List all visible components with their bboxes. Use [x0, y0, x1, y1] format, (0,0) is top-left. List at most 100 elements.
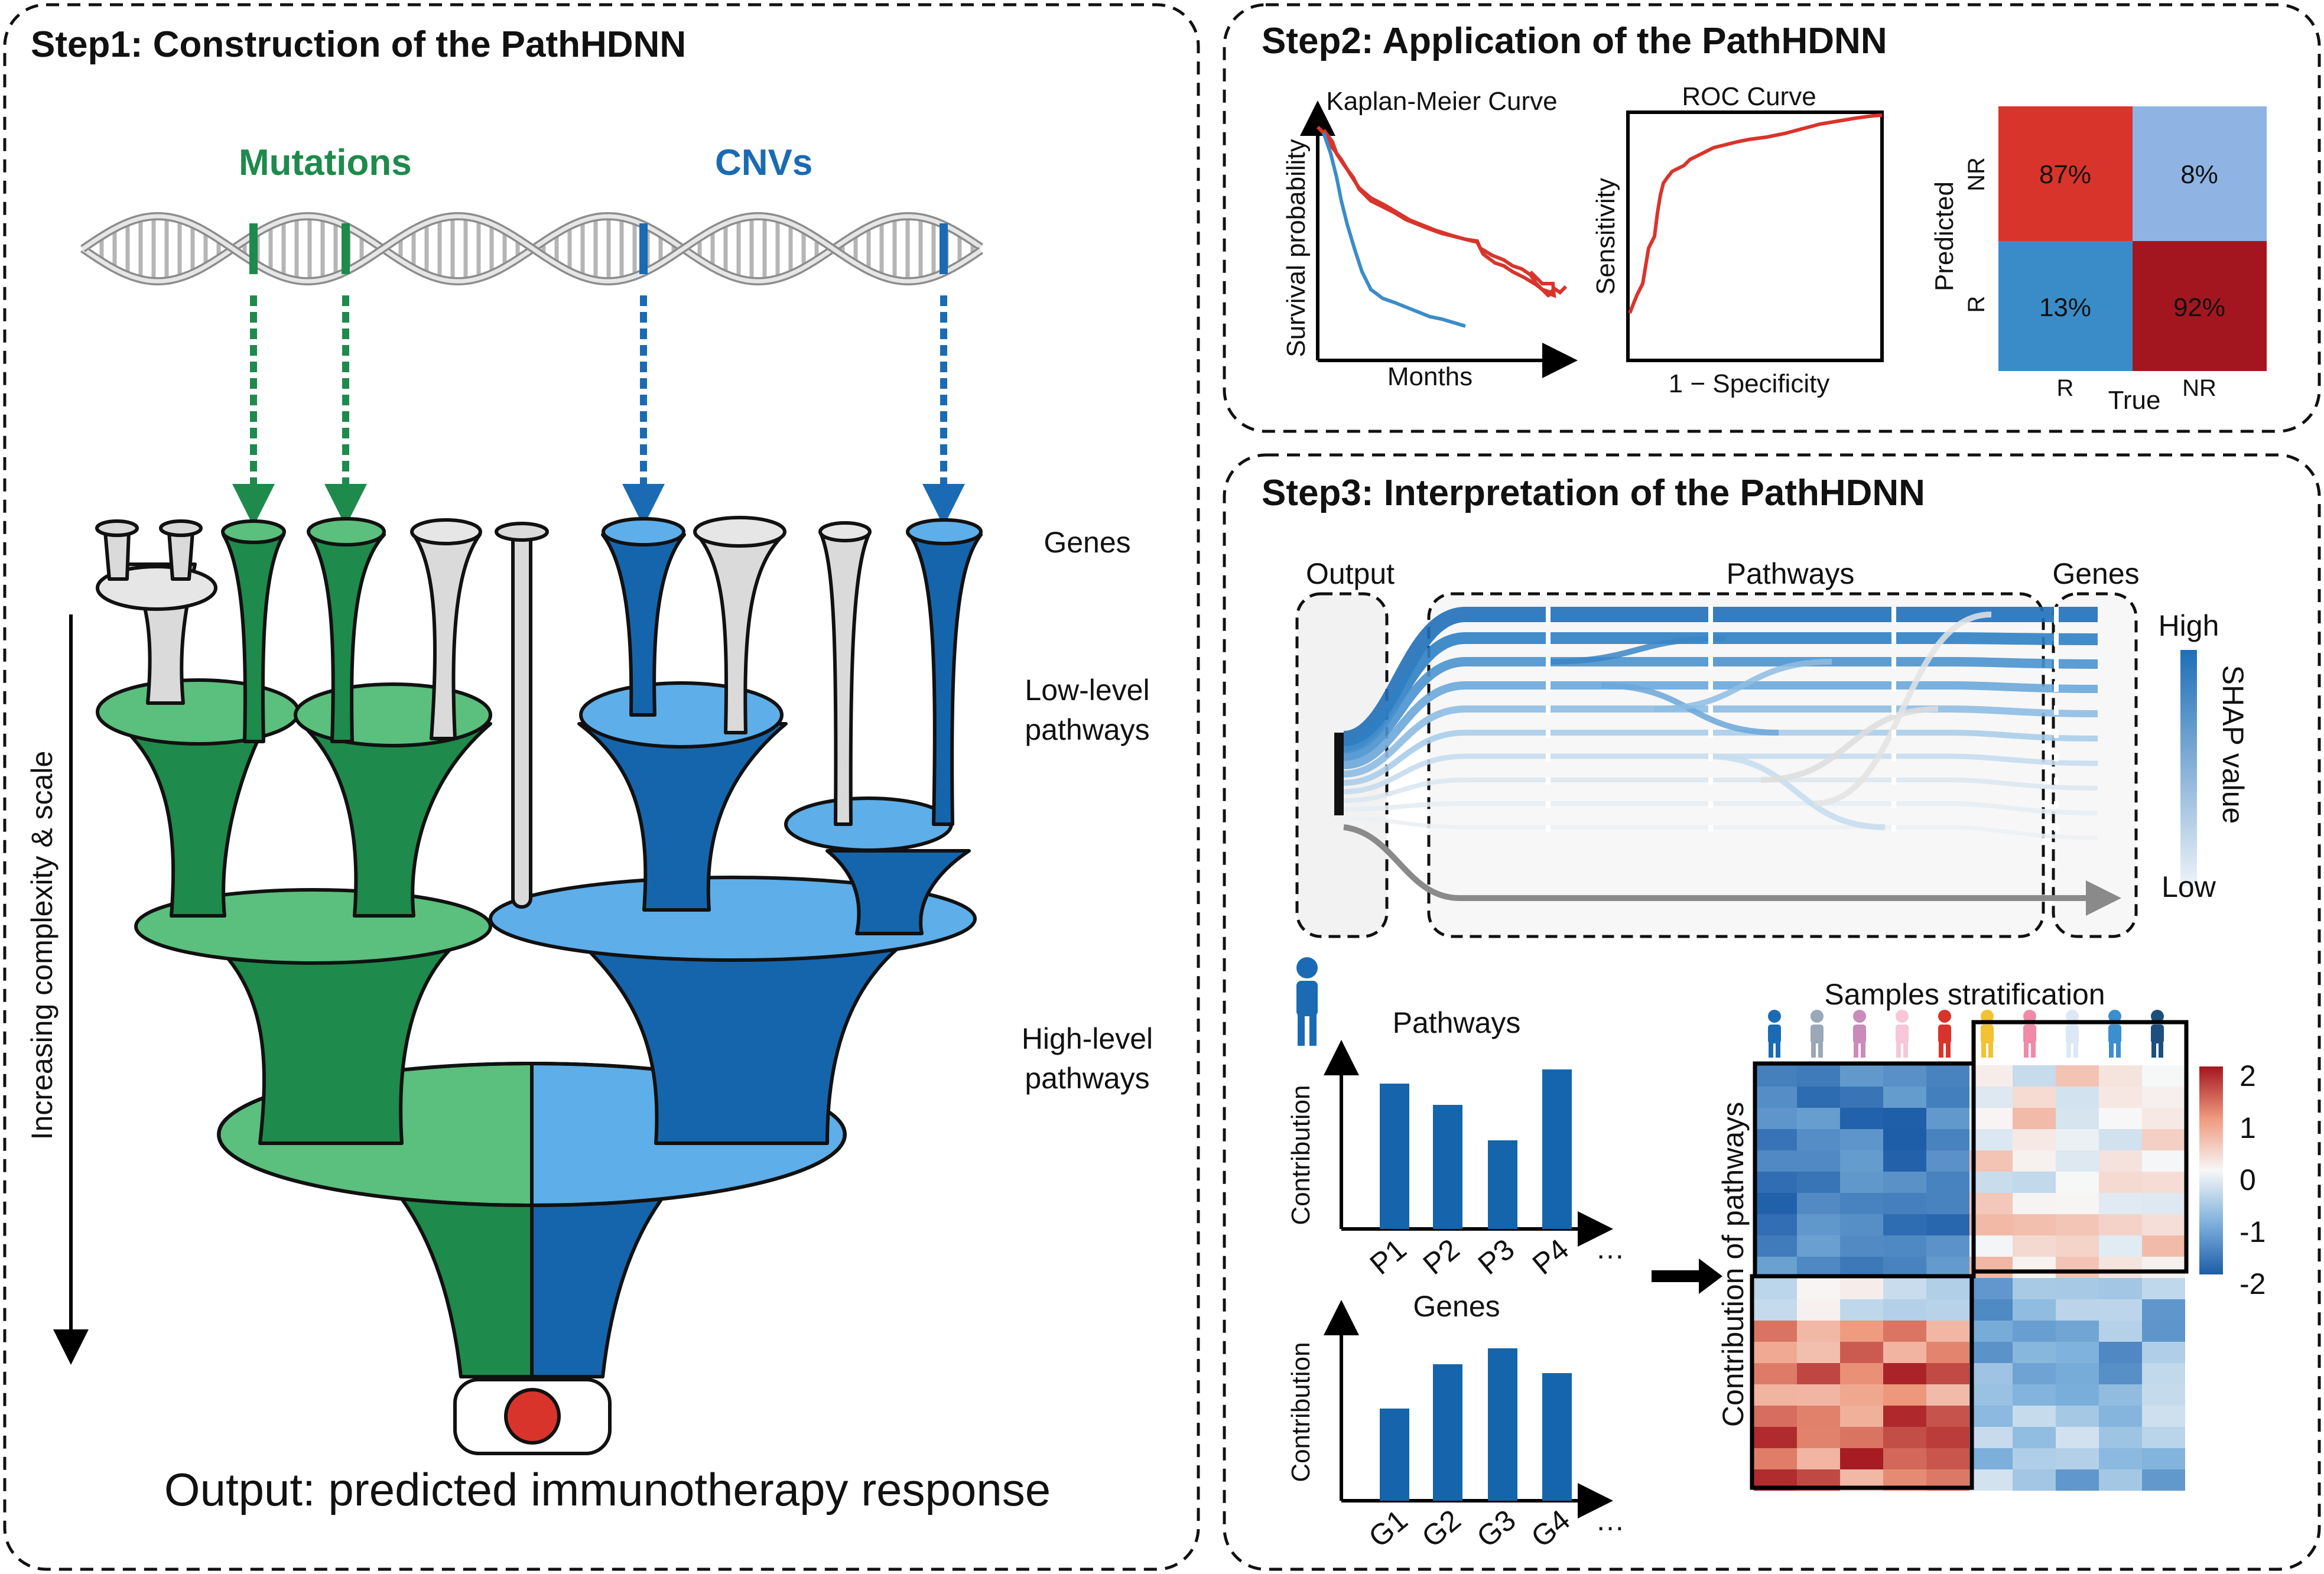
heatmap-cell: [2099, 1406, 2142, 1427]
sankey-node-gap: [1891, 681, 1896, 692]
heatmap-cell: [2056, 1129, 2099, 1150]
heatmap-cell: [1754, 1448, 1797, 1469]
heatmap-cell: [2099, 1427, 2142, 1448]
bar: [1433, 1105, 1462, 1229]
colorbar-tick-label: -2: [2240, 1267, 2266, 1300]
sankey-node-gap: [2054, 730, 2059, 738]
heatmap-cell: [2142, 1427, 2185, 1448]
heatmap-cell: [1883, 1363, 1926, 1384]
heatmap-cell: [2142, 1193, 2185, 1214]
sankey-node-gap: [1546, 730, 1551, 738]
heatmap-cell: [2056, 1363, 2099, 1384]
sankey-node-gap: [2054, 825, 2059, 832]
heatmap-cell: [2013, 1087, 2056, 1108]
heatmap-cell: [1840, 1321, 1883, 1342]
heatmap-cell: [1754, 1129, 1797, 1150]
bar: [1542, 1069, 1572, 1229]
heatmap-cell: [1840, 1448, 1883, 1469]
heatmap-cell: [1797, 1214, 1840, 1235]
sankey-cross-flow: [1813, 612, 1992, 806]
heatmap-cell: [2142, 1448, 2185, 1469]
sankey-cross-flow: [1601, 682, 1779, 736]
cm-value: 87%: [2039, 160, 2091, 189]
bar-category-label: G2: [1416, 1503, 1467, 1554]
bar-category-label: G1: [1363, 1503, 1414, 1554]
bar-category-label: P1: [1364, 1232, 1413, 1281]
cm-cell-r-r: [1998, 241, 2133, 371]
heatmap-cell: [2056, 1321, 2099, 1342]
km-title: Kaplan-Meier Curve: [1326, 87, 1557, 116]
sankey-flow: [1343, 607, 2098, 746]
sankey-cross-flow: [1548, 635, 1726, 665]
heatmap-cell: [2142, 1363, 2185, 1384]
sankey-cross-flow: [1760, 706, 1939, 783]
heatmap-cell: [1969, 1087, 2013, 1108]
heatmap-cell: [2013, 1299, 2056, 1321]
heatmap-cell: [1797, 1384, 1840, 1406]
sankey-flow: [1343, 681, 2098, 769]
sankey-flow: [1343, 657, 2098, 761]
heatmap-cell: [1883, 1321, 1926, 1342]
sankey-output-label: Output: [1306, 557, 1395, 590]
sankey-cross-flow: [1707, 753, 1886, 830]
heatmap-cell: [1926, 1150, 1969, 1172]
roc-curve: [1628, 113, 1883, 314]
heatmap-cell: [2013, 1427, 2056, 1448]
mutations-label: Mutations: [239, 142, 412, 183]
sankey-node-gap: [1708, 730, 1713, 738]
heatmap-cell: [2013, 1448, 2056, 1469]
heatmap-cell: [1969, 1257, 2013, 1278]
sankey-node-gap: [1891, 801, 1896, 808]
heatmap-cell: [1969, 1427, 2013, 1448]
heatmap-cell: [2142, 1065, 2185, 1087]
heatmap-cell: [2013, 1321, 2056, 1342]
sankey-flow: [1343, 632, 2098, 753]
heatmap-cell: [1840, 1278, 1883, 1299]
heatmap-cell: [1926, 1427, 1969, 1448]
heatmap-cell: [1797, 1108, 1840, 1129]
sankey-node-gap: [1546, 801, 1551, 808]
heatmap-cell: [2142, 1257, 2185, 1278]
sankey-node-gap: [1891, 778, 1896, 785]
heatmap-cell: [1926, 1129, 1969, 1150]
cm-row-label: NR: [1964, 157, 1990, 191]
hierarchy-tree: [95, 516, 983, 1455]
bar: [1433, 1364, 1462, 1501]
heatmap-cell: [1754, 1235, 1797, 1257]
sankey-node-gap: [1546, 753, 1551, 762]
sankey-node-gap: [1891, 607, 1896, 625]
sample-person-icon: [1938, 1010, 1951, 1058]
level-high-label-2: pathways: [1025, 1062, 1149, 1095]
sankey-node-gap: [1546, 632, 1551, 646]
heatmap-cell: [2099, 1108, 2142, 1129]
sankey-node-gap: [1708, 825, 1713, 832]
heatmap-cell: [1883, 1129, 1926, 1150]
heatmap-cell: [2013, 1363, 2056, 1384]
roc-ylabel: Sensitivity: [1591, 178, 1620, 295]
sankey-cross-flow: [1654, 659, 1832, 712]
heatmap-cell: [2013, 1469, 2056, 1491]
step1-title: Step1: Construction of the PathHDNN: [31, 24, 686, 65]
heatmap-cell: [2142, 1235, 2185, 1257]
sankey-node-gap: [1708, 778, 1713, 785]
heatmap-cell: [1797, 1321, 1840, 1342]
heatmap-cell: [1883, 1150, 1926, 1172]
heatmap-cell: [1926, 1321, 1969, 1342]
heatmap-cell: [1969, 1129, 2013, 1150]
heatmap-cell: [2142, 1299, 2185, 1321]
heatmap-cell: [2099, 1129, 2142, 1150]
heatmap-cell: [1797, 1193, 1840, 1214]
heatmap-colorbar: [2199, 1066, 2223, 1274]
heatmap-cell: [2056, 1384, 2099, 1406]
sankey-node-gap: [1546, 825, 1551, 832]
heatmap-cell: [1840, 1427, 1883, 1448]
sankey-node-gap: [1546, 681, 1551, 692]
km-curve-low: [1322, 132, 1466, 328]
heatmap-cell: [1926, 1299, 1969, 1321]
sankey-flow: [1343, 705, 2098, 778]
genes-bar-chart: Genes Contribution G1 G2 G3 G4 …: [1286, 1290, 1625, 1554]
heatmap-cell: [1754, 1342, 1797, 1363]
km-curve-chart: Kaplan-Meier Curve Survival probability …: [1282, 87, 1578, 391]
heatmap-cell: [2142, 1172, 2185, 1193]
